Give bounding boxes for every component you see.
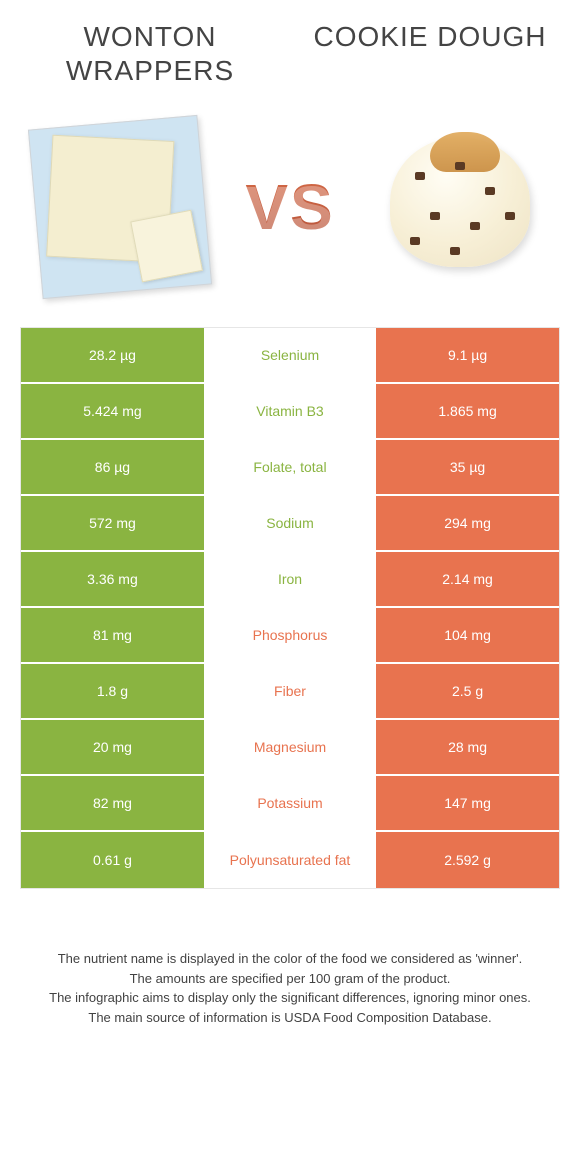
right-value: 2.14 mg bbox=[376, 552, 559, 606]
cookie-dough-icon bbox=[375, 132, 545, 282]
left-value: 81 mg bbox=[21, 608, 204, 662]
nutrient-label: Selenium bbox=[204, 328, 376, 382]
nutrient-label: Magnesium bbox=[204, 720, 376, 774]
left-value: 1.8 g bbox=[21, 664, 204, 718]
footer-line: The infographic aims to display only the… bbox=[28, 988, 552, 1008]
right-value: 2.592 g bbox=[376, 832, 559, 888]
table-row: 81 mgPhosphorus104 mg bbox=[21, 608, 559, 664]
left-title: WONTON WRAPPERS bbox=[20, 20, 280, 87]
footer-line: The main source of information is USDA F… bbox=[28, 1008, 552, 1028]
table-row: 86 µgFolate, total35 µg bbox=[21, 440, 559, 496]
image-row: VS bbox=[20, 117, 560, 297]
table-row: 20 mgMagnesium28 mg bbox=[21, 720, 559, 776]
left-value: 572 mg bbox=[21, 496, 204, 550]
right-value: 9.1 µg bbox=[376, 328, 559, 382]
right-value: 2.5 g bbox=[376, 664, 559, 718]
footer-notes: The nutrient name is displayed in the co… bbox=[20, 949, 560, 1027]
right-value: 28 mg bbox=[376, 720, 559, 774]
nutrient-label: Polyunsaturated fat bbox=[204, 832, 376, 888]
table-row: 3.36 mgIron2.14 mg bbox=[21, 552, 559, 608]
vs-label: VS bbox=[245, 170, 334, 244]
left-value: 82 mg bbox=[21, 776, 204, 830]
table-row: 82 mgPotassium147 mg bbox=[21, 776, 559, 832]
nutrient-label: Folate, total bbox=[204, 440, 376, 494]
right-value: 104 mg bbox=[376, 608, 559, 662]
nutrient-label: Sodium bbox=[204, 496, 376, 550]
nutrient-label: Vitamin B3 bbox=[204, 384, 376, 438]
nutrient-label: Iron bbox=[204, 552, 376, 606]
table-row: 1.8 gFiber2.5 g bbox=[21, 664, 559, 720]
left-value: 0.61 g bbox=[21, 832, 204, 888]
right-value: 147 mg bbox=[376, 776, 559, 830]
right-value: 1.865 mg bbox=[376, 384, 559, 438]
title-row: WONTON WRAPPERS COOKIE DOUGH bbox=[20, 20, 560, 87]
nutrient-label: Fiber bbox=[204, 664, 376, 718]
table-row: 0.61 gPolyunsaturated fat2.592 g bbox=[21, 832, 559, 888]
left-value: 86 µg bbox=[21, 440, 204, 494]
footer-line: The nutrient name is displayed in the co… bbox=[28, 949, 552, 969]
left-food-image bbox=[20, 117, 220, 297]
nutrient-label: Phosphorus bbox=[204, 608, 376, 662]
table-row: 5.424 mgVitamin B31.865 mg bbox=[21, 384, 559, 440]
table-row: 28.2 µgSelenium9.1 µg bbox=[21, 328, 559, 384]
table-row: 572 mgSodium294 mg bbox=[21, 496, 559, 552]
left-value: 28.2 µg bbox=[21, 328, 204, 382]
right-title: COOKIE DOUGH bbox=[300, 20, 560, 54]
right-food-image bbox=[360, 117, 560, 297]
right-value: 35 µg bbox=[376, 440, 559, 494]
nutrient-label: Potassium bbox=[204, 776, 376, 830]
nutrient-table: 28.2 µgSelenium9.1 µg5.424 mgVitamin B31… bbox=[20, 327, 560, 889]
wonton-wrappers-icon bbox=[28, 115, 212, 299]
right-value: 294 mg bbox=[376, 496, 559, 550]
left-value: 3.36 mg bbox=[21, 552, 204, 606]
footer-line: The amounts are specified per 100 gram o… bbox=[28, 969, 552, 989]
left-value: 20 mg bbox=[21, 720, 204, 774]
left-value: 5.424 mg bbox=[21, 384, 204, 438]
